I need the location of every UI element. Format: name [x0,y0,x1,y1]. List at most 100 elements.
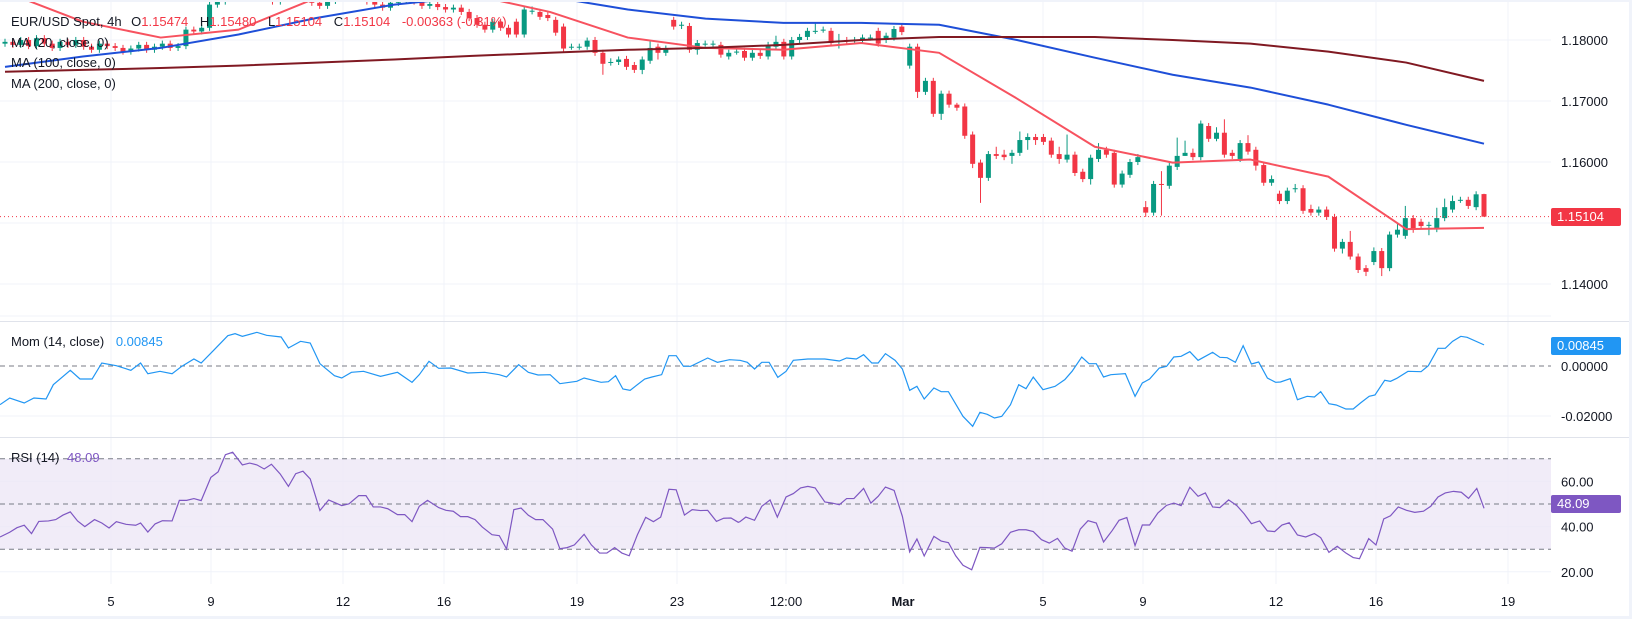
candle [545,11,551,22]
symbol-title[interactable]: EUR/USD Spot, 4h [11,14,122,29]
rsi-title: RSI (14) [11,450,60,465]
rsi-legend[interactable]: RSI (14) 48.09 [11,450,104,466]
x-tick-label: 19 [570,594,584,609]
x-tick-label: 16 [437,594,451,609]
candle-body [1253,149,1259,166]
candle [1253,146,1259,171]
candle [1457,196,1463,203]
candle [1198,120,1204,161]
rsi-pane[interactable] [0,451,1485,571]
momentum-legend[interactable]: Mom (14, close) 0.00845 [11,334,167,350]
candle [1339,238,1345,254]
x-tick-label: 19 [1501,594,1515,609]
candle [804,27,810,40]
candle [710,40,716,47]
guide-lines [0,365,1551,550]
candle [427,0,433,9]
candle-body [954,104,960,108]
candle-body [946,93,952,105]
high-label: H [199,14,210,29]
candle-body [679,24,685,26]
ma100-legend[interactable]: MA (100, close, 0) [11,55,116,70]
candle [773,35,779,50]
momentum-value-tag: 0.00845 [1551,337,1621,355]
candle [128,45,134,55]
candle [1371,247,1377,266]
candle [561,23,567,52]
candle [1001,149,1007,161]
candle-body [1103,149,1109,155]
candle-body [930,80,936,114]
candle-body [1434,218,1440,230]
candle-body [545,14,551,19]
rsi-line [0,451,1485,571]
candle [1347,230,1353,260]
close-value: 1.15104 [343,14,391,29]
candle-body [1111,152,1117,185]
candle-body [183,29,189,47]
candle [26,36,32,50]
candle-body [443,7,449,10]
candle [702,40,708,47]
candle-body [812,30,818,32]
candle-body [1229,152,1235,156]
candle-body [466,11,472,19]
candle [915,43,921,98]
candle [1316,206,1322,216]
candle-body [1245,143,1251,152]
candle-body [1394,229,1400,235]
candle-body [1450,201,1456,210]
candle-body [1221,132,1227,155]
close-label: C [333,14,344,29]
candle [1245,135,1251,155]
candle-body [207,4,213,28]
candle-body [33,38,39,47]
candle [1064,134,1070,163]
candle-body [757,52,763,56]
candle [1127,158,1133,178]
candle [962,103,968,139]
candle [1379,248,1385,277]
candle-body [860,37,866,40]
candle [749,47,755,61]
candle-body [112,46,118,48]
momentum-title: Mom (14, close) [11,334,105,349]
candle-body [73,40,79,45]
candle-body [1056,154,1062,159]
candle-body [765,44,771,57]
candle-body [1198,123,1204,158]
candle-body [1158,183,1164,185]
x-tick-label: 12 [336,594,350,609]
candle [1465,196,1471,209]
ma20-legend[interactable]: MA (20, close, 0) [11,35,109,50]
candle [608,58,614,66]
candle [1229,149,1235,159]
candle [73,36,79,48]
candle-body [2,41,8,44]
candle-body [1347,241,1353,257]
candle-body [1355,256,1361,270]
candle [1269,175,1275,186]
candle-body [490,21,496,30]
candle-body [1276,193,1282,202]
candle [1025,133,1031,150]
low-value: 1.15104 [275,14,323,29]
candle-body [104,43,110,47]
candle-body [128,48,134,52]
candle [49,40,55,51]
change-value: -0.00363 (-0.31%) [401,14,507,29]
candle-body [65,41,71,45]
price-pane[interactable] [0,0,1551,277]
candle-body [1206,126,1212,139]
candle [1206,122,1212,142]
candle-body [1009,152,1015,156]
candle [1221,119,1227,158]
candle-body [749,52,755,58]
open-label: O [131,14,142,29]
candle [860,34,866,44]
momentum-pane[interactable] [0,331,1485,428]
ma200-legend[interactable]: MA (200, close, 0) [11,76,116,91]
candle-body [1001,154,1007,158]
candle [568,43,574,50]
